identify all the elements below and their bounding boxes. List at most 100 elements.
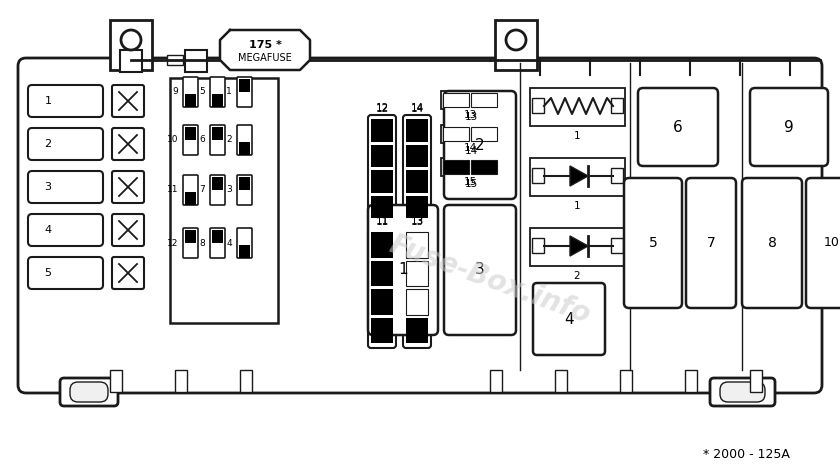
- Text: 4: 4: [564, 312, 574, 326]
- Bar: [212, 94, 223, 107]
- Bar: [239, 79, 250, 92]
- Text: 4: 4: [226, 238, 232, 247]
- Bar: [371, 144, 393, 167]
- Text: 7: 7: [706, 236, 716, 250]
- Bar: [530, 88, 625, 126]
- FancyBboxPatch shape: [533, 283, 605, 355]
- Text: 11: 11: [375, 216, 389, 226]
- FancyBboxPatch shape: [183, 228, 198, 258]
- Text: 6: 6: [199, 135, 205, 144]
- Text: 12: 12: [375, 104, 389, 114]
- Bar: [170, 78, 278, 323]
- Text: 9: 9: [172, 87, 178, 96]
- Polygon shape: [220, 30, 310, 70]
- Bar: [406, 170, 428, 192]
- FancyBboxPatch shape: [183, 77, 198, 107]
- Bar: [185, 94, 196, 107]
- Bar: [371, 232, 393, 257]
- Bar: [443, 93, 469, 107]
- Text: 9: 9: [784, 120, 794, 134]
- FancyBboxPatch shape: [210, 125, 225, 155]
- FancyBboxPatch shape: [28, 214, 103, 246]
- Text: 1: 1: [398, 263, 407, 277]
- FancyBboxPatch shape: [28, 171, 103, 203]
- Circle shape: [121, 30, 141, 50]
- Text: 14: 14: [411, 104, 423, 114]
- Circle shape: [506, 30, 526, 50]
- Text: 1: 1: [574, 131, 580, 141]
- Bar: [611, 98, 623, 113]
- Text: 2: 2: [475, 137, 485, 152]
- Bar: [371, 289, 393, 314]
- Bar: [239, 142, 250, 155]
- FancyBboxPatch shape: [28, 85, 103, 117]
- Text: 8: 8: [768, 236, 776, 250]
- Text: 7: 7: [199, 186, 205, 194]
- Bar: [611, 168, 623, 183]
- Text: 3: 3: [226, 186, 232, 194]
- FancyBboxPatch shape: [444, 205, 516, 335]
- Bar: [490, 370, 502, 392]
- Text: 12: 12: [166, 238, 178, 247]
- Bar: [441, 158, 501, 176]
- FancyBboxPatch shape: [444, 91, 516, 199]
- Bar: [237, 55, 253, 65]
- Bar: [611, 238, 623, 253]
- FancyBboxPatch shape: [183, 125, 198, 155]
- Text: 5: 5: [648, 236, 658, 250]
- FancyBboxPatch shape: [368, 228, 396, 348]
- Bar: [443, 160, 469, 174]
- Bar: [406, 232, 428, 257]
- Text: 1: 1: [226, 87, 232, 96]
- Text: 3: 3: [45, 182, 51, 192]
- Bar: [441, 91, 501, 109]
- Text: 11: 11: [375, 217, 389, 227]
- Polygon shape: [570, 166, 588, 186]
- Bar: [120, 50, 142, 72]
- Text: * 2000 - 125A: * 2000 - 125A: [703, 448, 790, 462]
- Bar: [110, 370, 122, 392]
- FancyBboxPatch shape: [112, 257, 144, 289]
- Bar: [471, 127, 497, 141]
- FancyBboxPatch shape: [638, 88, 718, 166]
- Bar: [685, 370, 697, 392]
- Text: 4: 4: [45, 225, 51, 235]
- Bar: [212, 127, 223, 140]
- Bar: [471, 160, 497, 174]
- Text: 8: 8: [199, 238, 205, 247]
- Text: 13: 13: [411, 217, 423, 227]
- FancyBboxPatch shape: [210, 228, 225, 258]
- FancyBboxPatch shape: [624, 178, 682, 308]
- Bar: [532, 168, 544, 183]
- Bar: [406, 196, 428, 218]
- Bar: [185, 230, 196, 243]
- Text: 13: 13: [411, 216, 423, 226]
- FancyBboxPatch shape: [237, 77, 252, 107]
- Bar: [406, 144, 428, 167]
- FancyBboxPatch shape: [60, 378, 118, 406]
- Text: 6: 6: [673, 120, 683, 134]
- FancyBboxPatch shape: [742, 178, 802, 308]
- Text: Fuse-Box.info: Fuse-Box.info: [386, 230, 595, 330]
- Bar: [530, 228, 625, 266]
- Bar: [495, 20, 537, 70]
- Bar: [443, 127, 469, 141]
- Text: 5: 5: [199, 87, 205, 96]
- FancyBboxPatch shape: [806, 178, 840, 308]
- FancyBboxPatch shape: [28, 128, 103, 160]
- FancyBboxPatch shape: [18, 58, 822, 393]
- Bar: [620, 370, 632, 392]
- Bar: [441, 125, 501, 143]
- Text: 14: 14: [464, 143, 476, 153]
- Bar: [110, 20, 152, 70]
- Text: 10: 10: [824, 237, 840, 249]
- Bar: [240, 370, 252, 392]
- Text: 14: 14: [465, 146, 478, 156]
- Bar: [471, 93, 497, 107]
- FancyBboxPatch shape: [237, 228, 252, 258]
- Bar: [239, 177, 250, 190]
- Bar: [532, 238, 544, 253]
- Bar: [185, 50, 207, 72]
- Text: 5: 5: [45, 268, 51, 278]
- Text: 15: 15: [464, 177, 476, 187]
